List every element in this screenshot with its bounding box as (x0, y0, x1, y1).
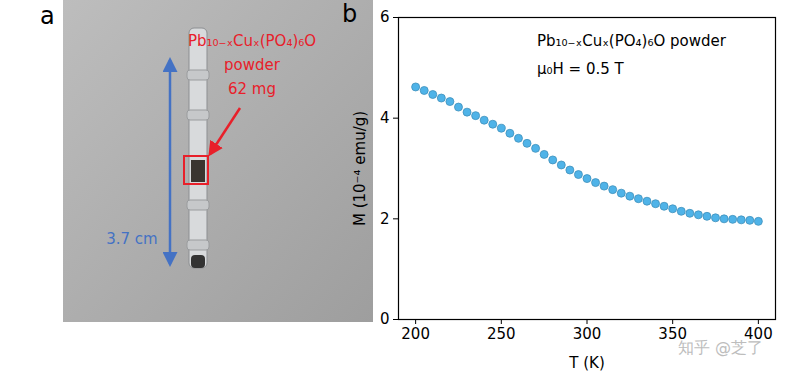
svg-text:300: 300 (573, 325, 602, 343)
svg-text:4: 4 (380, 109, 390, 127)
html-text:Pb₁₀₋ₓCuₓ(PO₄)₆O powder: Pb₁₀₋ₓCuₓ(PO₄)₆O powder (537, 32, 726, 50)
svg-text:3.7 cm: 3.7 cm (106, 230, 157, 248)
svg-text:Pb₁₀₋ₓCuₓ(PO₄)₆O: Pb₁₀₋ₓCuₓ(PO₄)₆O (188, 32, 316, 50)
html-text:知乎 @芝了: 知乎 @芝了 (678, 338, 764, 357)
svg-text:2: 2 (380, 210, 390, 228)
svg-text:62 mg: 62 mg (228, 80, 276, 98)
svg-text:T (K): T (K) (568, 354, 604, 372)
svg-text:powder: powder (224, 56, 281, 74)
svg-text:400: 400 (744, 325, 773, 344)
svg-text:250: 250 (487, 325, 516, 343)
svg-text:a: a (40, 2, 55, 30)
svg-text:0: 0 (380, 310, 390, 328)
svg-text:350: 350 (658, 325, 687, 344)
html-text:b: b (342, 0, 358, 28)
svg-text:M (10⁻⁴ emu/g): M (10⁻⁴ emu/g) (351, 111, 369, 226)
svg-text:6: 6 (380, 8, 390, 26)
html-text:μ₀H = 0.5 T: μ₀H = 0.5 T (537, 60, 624, 78)
svg-text:200: 200 (401, 325, 430, 343)
